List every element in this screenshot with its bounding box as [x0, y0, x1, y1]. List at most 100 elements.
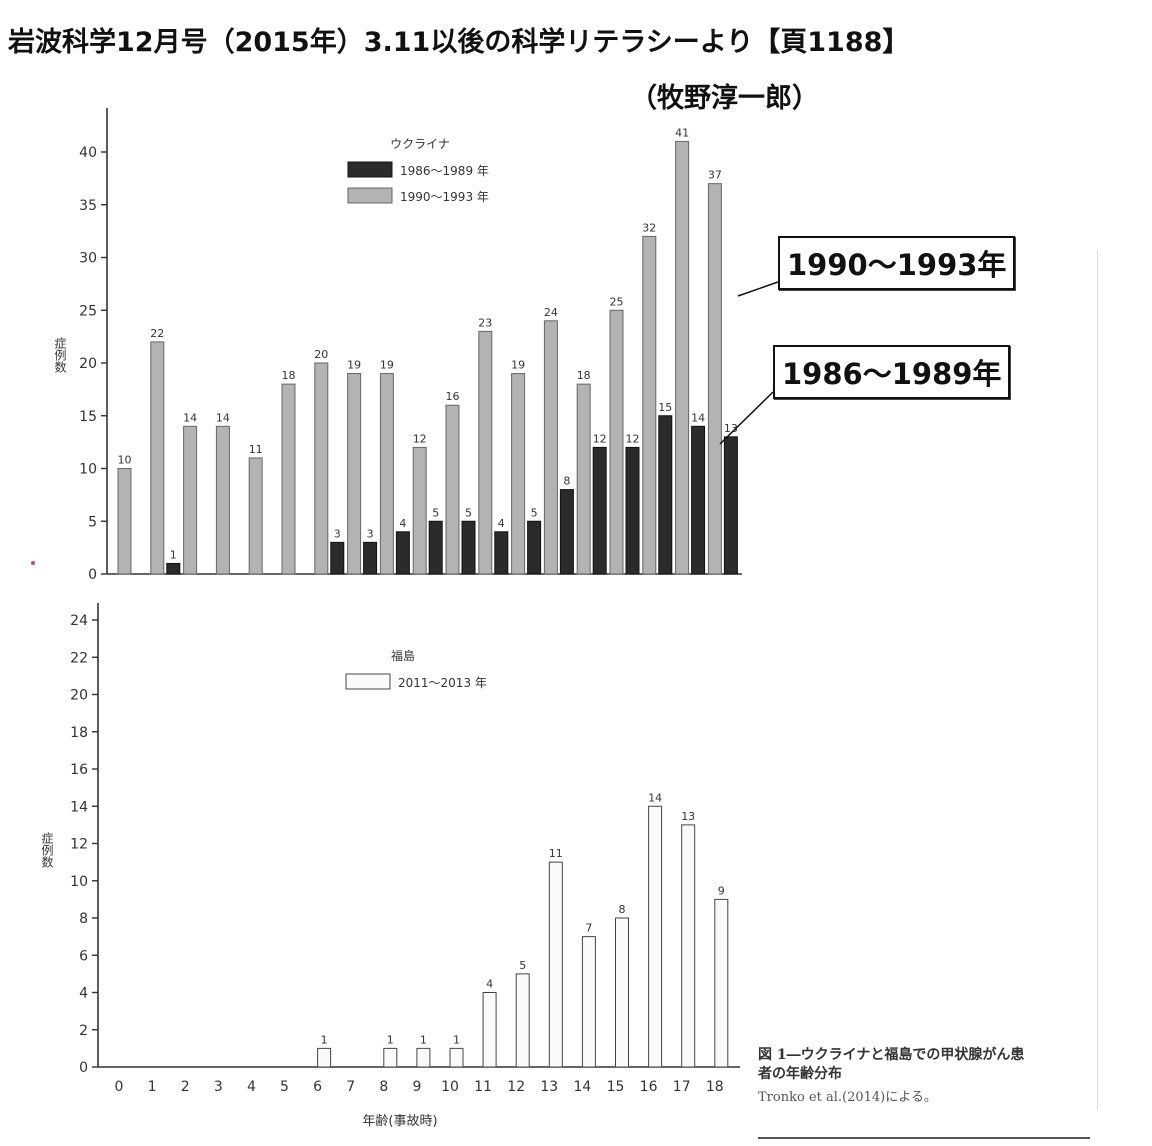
- legend-swatch: [347, 161, 393, 178]
- bar: [642, 235, 657, 575]
- bar-value-label: 12: [626, 432, 640, 445]
- bar: [412, 446, 427, 575]
- bar-value-label: 1: [420, 1033, 427, 1046]
- x-tick-label: 10: [441, 1079, 459, 1095]
- y-tick-label: 14: [70, 799, 88, 815]
- bar: [576, 383, 591, 575]
- y-tick-label: 6: [79, 948, 88, 964]
- y-axis-label: 症例数: [53, 336, 67, 374]
- bar: [248, 457, 263, 575]
- y-tick-label: 0: [79, 1060, 88, 1076]
- bar: [615, 917, 629, 1068]
- bar: [625, 446, 640, 575]
- y-tick-label: 20: [70, 688, 88, 704]
- bar: [215, 425, 230, 575]
- page-title: 岩波科学12月号（2015年）3.11以後の科学リテラシーより【頁1188】: [8, 27, 910, 58]
- y-tick-label: 40: [79, 145, 97, 161]
- x-tick-label: 1: [148, 1079, 157, 1095]
- bar-value-label: 4: [498, 517, 505, 530]
- bar: [592, 446, 607, 575]
- y-tick-label: 16: [70, 762, 88, 778]
- x-tick-label: 2: [181, 1079, 190, 1095]
- x-tick-label: 7: [346, 1079, 355, 1095]
- bar: [527, 520, 542, 575]
- page-edge-line: [1097, 250, 1098, 1110]
- x-tick-label: 9: [412, 1079, 421, 1095]
- bar-value-label: 10: [118, 454, 132, 467]
- bar: [383, 1047, 398, 1068]
- y-tick-label: 5: [88, 514, 97, 530]
- bar-value-label: 19: [380, 359, 394, 372]
- bar-value-label: 24: [544, 306, 558, 319]
- callout-1990-1993: 1990～1993年: [778, 236, 1016, 290]
- y-tick-label: 22: [70, 650, 88, 666]
- bar: [317, 1047, 332, 1068]
- y-tick-label: 0: [88, 567, 97, 583]
- legend-label: 1986～1989 年: [400, 164, 489, 178]
- figure-caption: 図 1―ウクライナと福島での甲状腺がん患 者の年齢分布 Tronko et al…: [758, 1046, 1098, 1107]
- bar-value-label: 13: [724, 422, 738, 435]
- x-tick-label: 13: [540, 1079, 558, 1095]
- bar-value-label: 19: [347, 359, 361, 372]
- bar-value-label: 12: [593, 432, 607, 445]
- bar: [281, 383, 296, 575]
- x-tick-label: 16: [640, 1079, 658, 1095]
- bar-value-label: 5: [432, 506, 439, 519]
- bar: [707, 183, 722, 575]
- bar: [445, 404, 460, 575]
- bar: [482, 992, 497, 1068]
- callout-leader-1986: [719, 391, 774, 445]
- x-tick-label: 14: [573, 1079, 591, 1095]
- bar-value-label: 32: [642, 221, 656, 234]
- y-tick-label: 15: [79, 409, 97, 425]
- x-tick-label: 12: [507, 1079, 525, 1095]
- bar-value-label: 19: [511, 359, 525, 372]
- callout-leaders: [719, 281, 779, 445]
- bar-value-label: 1: [387, 1033, 394, 1046]
- bar-value-label: 14: [183, 411, 197, 424]
- bar-value-label: 41: [675, 126, 689, 139]
- caption-line-2: 者の年齢分布: [758, 1066, 842, 1082]
- bar: [117, 468, 132, 575]
- callout-leader-1990: [737, 281, 779, 297]
- y-tick-label: 25: [79, 303, 97, 319]
- bar: [416, 1047, 431, 1068]
- bar-value-label: 1: [453, 1033, 460, 1046]
- x-tick-label: 8: [379, 1079, 388, 1095]
- x-tick-label: 17: [673, 1079, 691, 1095]
- y-tick-label: 10: [70, 874, 88, 890]
- x-tick-label: 3: [214, 1079, 223, 1095]
- bar-value-label: 3: [334, 527, 341, 540]
- bar-value-label: 12: [413, 432, 427, 445]
- bar: [150, 341, 165, 575]
- legend-swatch: [347, 187, 393, 204]
- bar-value-label: 4: [486, 978, 493, 991]
- bar-value-label: 18: [577, 369, 591, 382]
- bar: [609, 309, 624, 575]
- scan-speck: [31, 561, 35, 565]
- x-tick-label: 6: [313, 1079, 322, 1095]
- x-tick-label: 0: [115, 1079, 124, 1095]
- bar: [658, 415, 673, 575]
- x-tick-label: 18: [706, 1079, 724, 1095]
- bar-value-label: 1: [321, 1033, 328, 1046]
- bar: [581, 936, 596, 1068]
- callout-1986-1989: 1986～1989年: [773, 345, 1011, 399]
- bar-value-label: 5: [531, 506, 538, 519]
- legend-title: 福島: [391, 648, 415, 663]
- y-tick-label: 35: [79, 198, 97, 214]
- bar-value-label: 13: [681, 810, 695, 823]
- bar: [379, 373, 394, 575]
- legend-title: ウクライナ: [390, 137, 450, 151]
- bar: [347, 373, 362, 575]
- bar-value-label: 4: [399, 517, 406, 530]
- bar: [494, 531, 509, 575]
- bar: [166, 562, 181, 575]
- bar-value-label: 22: [150, 327, 164, 340]
- legend-swatch: [345, 673, 391, 690]
- bar: [461, 520, 476, 575]
- bar: [363, 541, 378, 575]
